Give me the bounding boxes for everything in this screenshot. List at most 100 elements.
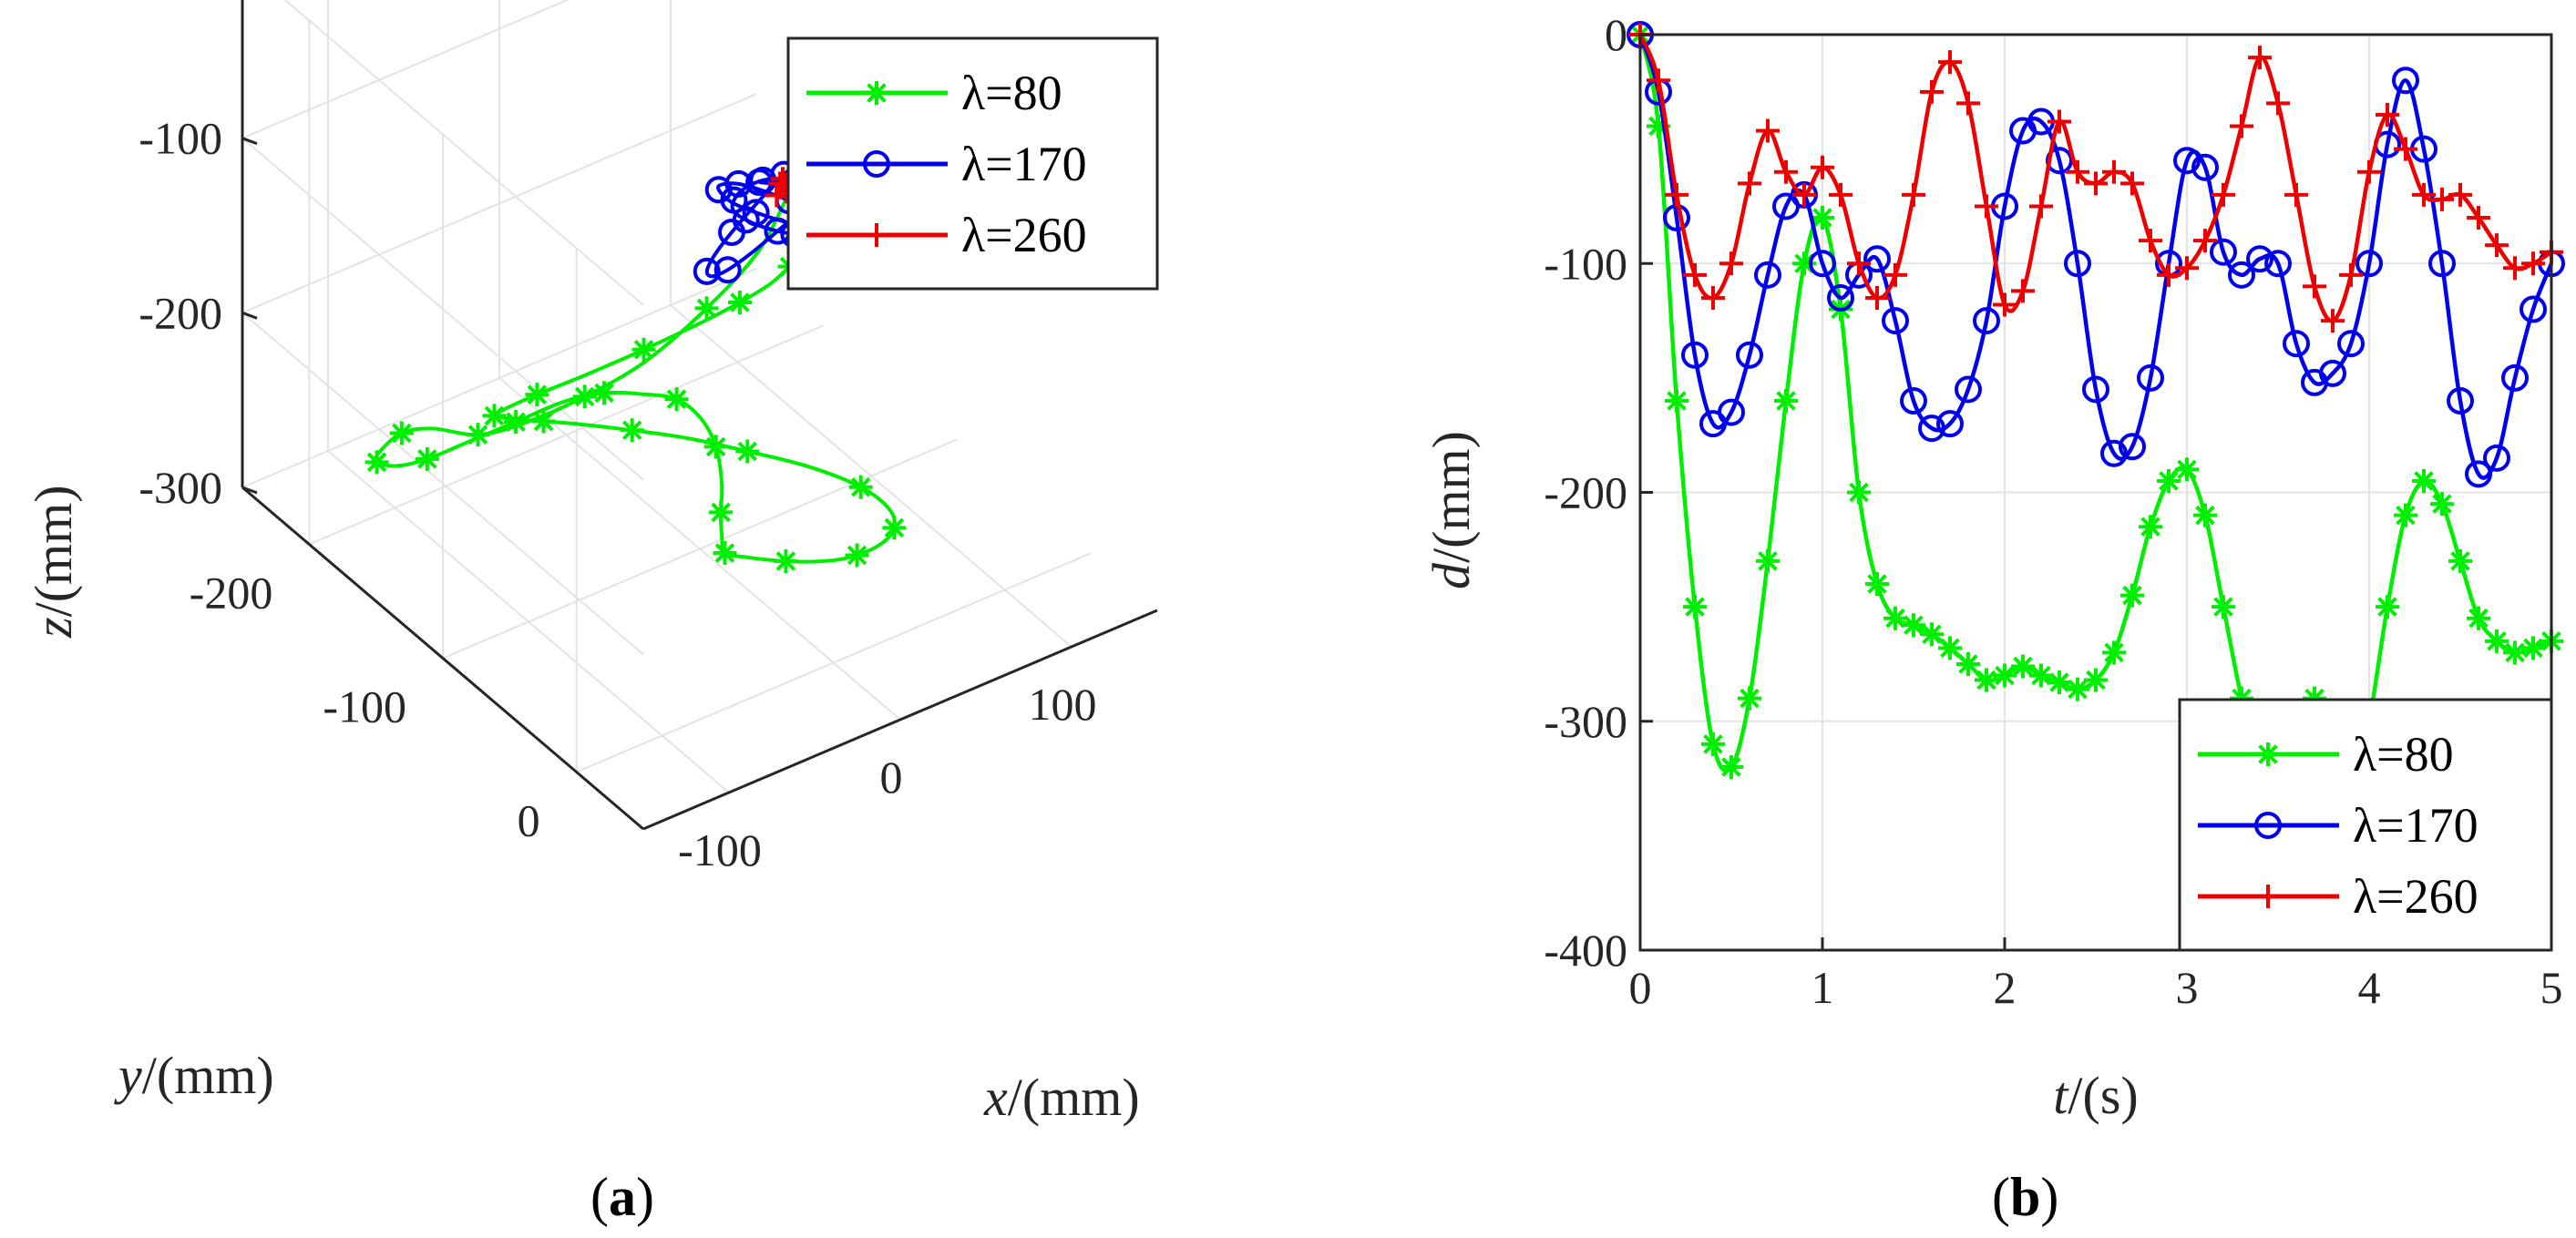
panel-b-label: (b) bbox=[1992, 1167, 2058, 1227]
panel-b-data-point bbox=[2467, 606, 2490, 630]
panel-b-data-point bbox=[1754, 261, 1781, 289]
panel-b-data-point bbox=[1683, 262, 1707, 287]
panel-b-xtick-label: 5 bbox=[2540, 962, 2563, 1013]
panel-b-data-point bbox=[1956, 651, 1980, 676]
panel-a-ztick-label: -300 bbox=[139, 462, 222, 513]
panel-a-legend-item: λ=170 bbox=[806, 137, 1087, 191]
panel-b-data-point bbox=[2394, 503, 2417, 527]
panel-a-ztick-label: -200 bbox=[139, 287, 222, 338]
panel-b-data-point bbox=[2029, 194, 2053, 219]
panel-b-data-point bbox=[1756, 548, 1780, 573]
panel-a-data-point bbox=[765, 183, 789, 208]
panel-b-data-point bbox=[1738, 686, 1761, 711]
panel-b-data-point bbox=[2047, 670, 2071, 695]
panel-a-xlabel: x/(mm) bbox=[983, 1068, 1140, 1127]
panel-b-data-point bbox=[2157, 262, 2181, 287]
panel-b-series bbox=[1627, 21, 2565, 803]
panel-b-ytick-label: 0 bbox=[1605, 9, 1627, 60]
panel-b-ylabel: d/(mm) bbox=[1421, 431, 1481, 589]
panel-a-data-point bbox=[482, 404, 507, 428]
panel-b-data-point bbox=[1956, 91, 1980, 116]
panel-b-data-point bbox=[1701, 285, 1725, 310]
panel-b-data-point bbox=[2412, 182, 2436, 207]
panel-b-data-point bbox=[1774, 389, 1798, 413]
panel-a-data-point bbox=[631, 337, 656, 362]
panel-b-xlabel: t/(s) bbox=[2053, 1066, 2138, 1125]
panel-b-data-point bbox=[2210, 238, 2237, 266]
panel-b-data-point bbox=[1993, 292, 2017, 317]
panel-b-data-point bbox=[1827, 283, 1854, 312]
panel-a-y-axis bbox=[241, 486, 644, 831]
panel-b-data-point bbox=[2467, 206, 2490, 230]
panel-b-data-point bbox=[2394, 137, 2417, 161]
panel-a-ygrid-floor bbox=[442, 438, 958, 660]
panel-a-data-point bbox=[724, 169, 753, 198]
panel-b-data-point bbox=[2173, 147, 2201, 175]
panel-b-xtick-label: 1 bbox=[1811, 962, 1834, 1013]
panel-a-ytick-label: -200 bbox=[190, 568, 273, 619]
panel-b-series-circle bbox=[1627, 21, 2565, 488]
panel-b-data-point bbox=[2339, 262, 2363, 287]
panel-b-data-point bbox=[1756, 118, 1780, 143]
panel-b-xtick-label: 0 bbox=[1629, 962, 1652, 1013]
panel-a-ytick-label: -100 bbox=[323, 681, 406, 732]
panel-a-legend-item: λ=260 bbox=[806, 208, 1087, 262]
panel-a-data-point bbox=[525, 383, 549, 407]
panel-b-data-point bbox=[1809, 250, 1836, 278]
panel-b-legend-marker bbox=[2256, 885, 2280, 908]
panel-b-data-point bbox=[2120, 171, 2144, 196]
panel-b-data-point bbox=[2139, 515, 2162, 539]
panel-b-legend-marker bbox=[2254, 812, 2282, 839]
panel-b-data-point bbox=[1718, 398, 1745, 426]
panel-b-axes-frame bbox=[1638, 33, 2553, 952]
panel-b-data-point bbox=[1938, 636, 1962, 660]
panel-b-data-point bbox=[2448, 548, 2472, 573]
panel-a-xtick-label: -100 bbox=[678, 824, 762, 875]
panel-b-data-point bbox=[1865, 572, 1889, 596]
panel-b-legend-label: λ=80 bbox=[2353, 727, 2454, 782]
panel-b-data-point bbox=[2011, 279, 2035, 303]
panel-b-data-point bbox=[2284, 182, 2308, 207]
panel-b-data-point bbox=[2392, 67, 2419, 95]
panel-b-data-point bbox=[2503, 640, 2527, 665]
panel-b-data-point bbox=[1683, 595, 1707, 619]
panel-b-ytick-label: -100 bbox=[1544, 238, 1627, 289]
panel-b-data-point bbox=[1792, 251, 1816, 276]
panel-b-data-point bbox=[1900, 387, 1927, 414]
panel-a-data-point bbox=[664, 387, 689, 412]
panel-b-data-point bbox=[2230, 114, 2253, 138]
panel-b-data-point bbox=[2264, 250, 2292, 278]
panel-b-data-point bbox=[2376, 102, 2399, 127]
panel-b-data-point bbox=[2337, 330, 2365, 358]
panel-a-data-point bbox=[735, 439, 760, 464]
panel-b-data-point bbox=[2447, 387, 2474, 414]
panel-b-data-point bbox=[1665, 389, 1688, 413]
panel-b-data-point bbox=[2212, 182, 2235, 207]
panel-b-data-point bbox=[1993, 663, 2017, 688]
panel-a-data-point bbox=[504, 410, 529, 435]
panel-a-data-point bbox=[713, 541, 737, 565]
panel-b-data-point bbox=[1681, 341, 1709, 369]
panel-b-data-point bbox=[1955, 375, 1982, 404]
panel-b-data-point bbox=[2011, 654, 2035, 679]
panel-a-ztick bbox=[241, 311, 258, 320]
panel-a-zlabel: z/(mm) bbox=[24, 485, 83, 639]
panel-b-data-point bbox=[2355, 250, 2383, 278]
panel-a-xtick-label: 0 bbox=[880, 752, 903, 803]
panel-a-data-point bbox=[572, 384, 597, 409]
panel-b-data-point bbox=[1719, 755, 1743, 779]
panel-b-data-point bbox=[1738, 171, 1761, 196]
panel-b-data-point bbox=[1973, 307, 2000, 335]
panel-b-data-point bbox=[2246, 245, 2273, 273]
panel-b-data-point bbox=[1975, 668, 1998, 692]
panel-b-data-point bbox=[2319, 359, 2346, 387]
panel-b-data-point bbox=[2191, 153, 2219, 181]
panel-b-data-point bbox=[1883, 606, 1907, 630]
panel-a-data-point bbox=[364, 450, 389, 475]
panel-a-legend-marker bbox=[863, 150, 890, 178]
panel-b-data-point bbox=[2082, 375, 2109, 404]
panel-a-data-point bbox=[709, 500, 734, 525]
panel-b-data-point bbox=[2483, 444, 2510, 472]
panel-b-data-point bbox=[2100, 439, 2128, 467]
